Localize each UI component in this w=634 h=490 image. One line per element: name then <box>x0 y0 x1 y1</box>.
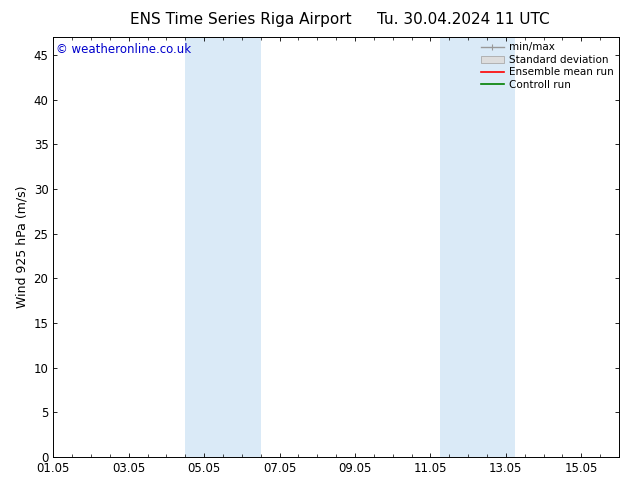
Bar <box>185 37 261 457</box>
Text: Tu. 30.04.2024 11 UTC: Tu. 30.04.2024 11 UTC <box>377 12 549 27</box>
Legend: min/max, Standard deviation, Ensemble mean run, Controll run: min/max, Standard deviation, Ensemble me… <box>479 40 616 92</box>
Text: ENS Time Series Riga Airport: ENS Time Series Riga Airport <box>130 12 352 27</box>
Y-axis label: Wind 925 hPa (m/s): Wind 925 hPa (m/s) <box>15 186 28 308</box>
Text: © weatheronline.co.uk: © weatheronline.co.uk <box>56 43 191 56</box>
Bar <box>440 37 515 457</box>
